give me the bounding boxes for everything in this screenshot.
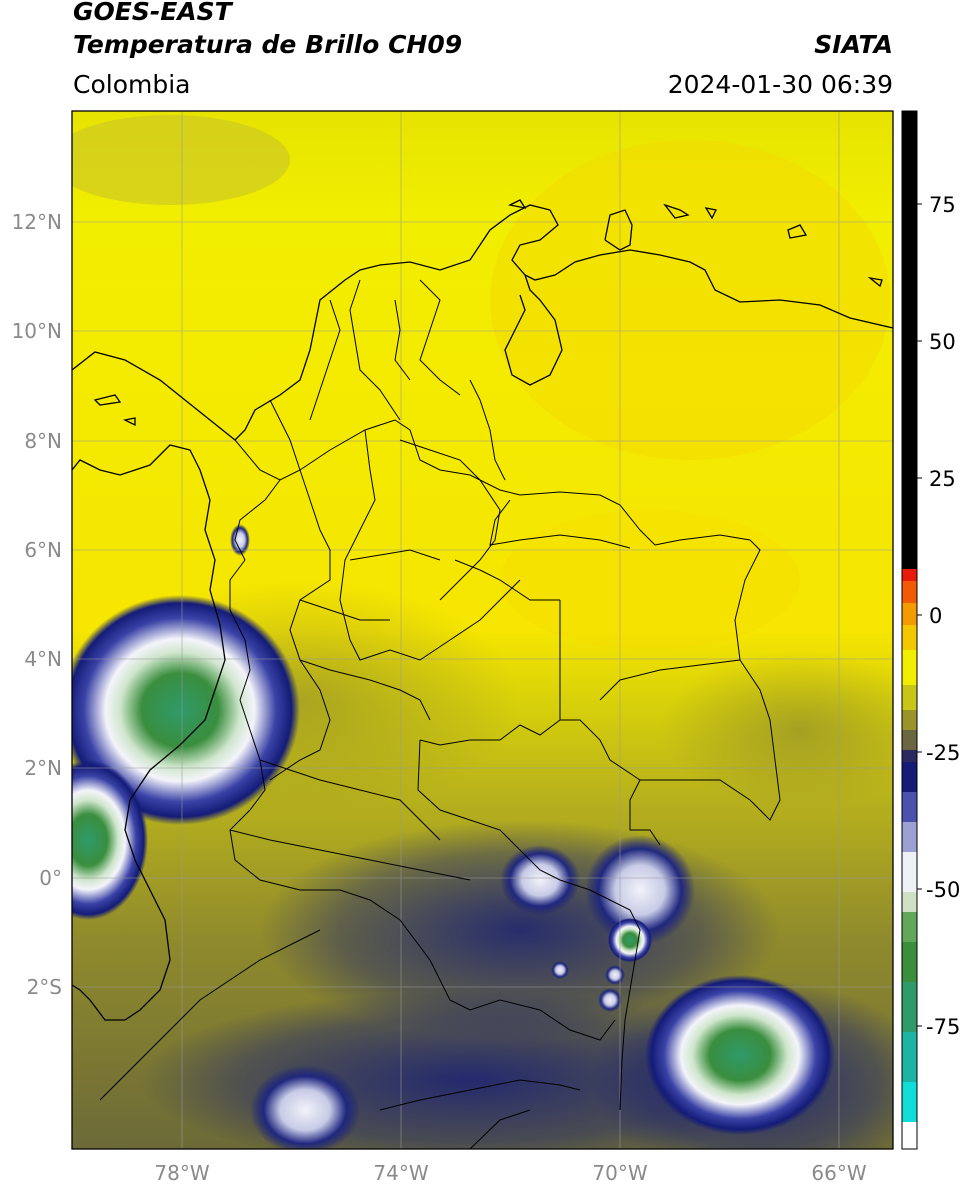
colorbar-tick-25: 25 xyxy=(929,467,956,491)
region-label: Colombia xyxy=(73,70,191,99)
lat-tick-2s: 2°S xyxy=(27,975,62,999)
satellite-title: GOES-EAST xyxy=(73,0,232,26)
storm-cell-pacific xyxy=(72,595,300,825)
colorbar-tick-minus25: -25 xyxy=(926,741,960,765)
map-frame xyxy=(71,110,894,1150)
colorbar-tick-0: 0 xyxy=(929,604,942,628)
product-title: Temperatura de Brillo CH09 xyxy=(73,30,463,59)
colorbar-tick-minus75: -75 xyxy=(926,1015,960,1039)
lon-tick-78w: 78°W xyxy=(154,1161,209,1185)
lat-tick-8n: 8°N xyxy=(24,429,62,453)
admin-boundaries xyxy=(99,279,781,1149)
lat-tick-4n: 4°N xyxy=(24,647,62,671)
coastlines xyxy=(72,199,893,1021)
colorbar-tick-75: 75 xyxy=(929,193,956,217)
timestamp-label: 2024-01-30 06:39 xyxy=(667,70,893,99)
graticule xyxy=(72,111,893,1149)
lat-tick-labels: 12°N 10°N 8°N 6°N 4°N 2°N 0° 2°S xyxy=(12,210,62,999)
lat-tick-0: 0° xyxy=(39,866,62,890)
lon-tick-labels: 78°W 74°W 70°W 66°W xyxy=(154,1161,866,1185)
lat-tick-6n: 6°N xyxy=(24,538,62,562)
lat-tick-2n: 2°N xyxy=(24,756,62,780)
lon-tick-70w: 70°W xyxy=(592,1161,647,1185)
colorbar-tick-50: 50 xyxy=(929,330,956,354)
colorbar: 75 50 25 0 -25 -50 -75 xyxy=(901,110,960,1150)
colorbar-tick-minus50: -50 xyxy=(926,878,960,902)
storm-cell-southeast xyxy=(645,975,835,1135)
lat-tick-10n: 10°N xyxy=(12,319,62,343)
lon-tick-74w: 74°W xyxy=(373,1161,428,1185)
lon-tick-66w: 66°W xyxy=(811,1161,866,1185)
brand-label: SIATA xyxy=(814,30,893,59)
lat-tick-12n: 12°N xyxy=(12,210,62,234)
brightness-temperature-field xyxy=(72,111,893,1149)
